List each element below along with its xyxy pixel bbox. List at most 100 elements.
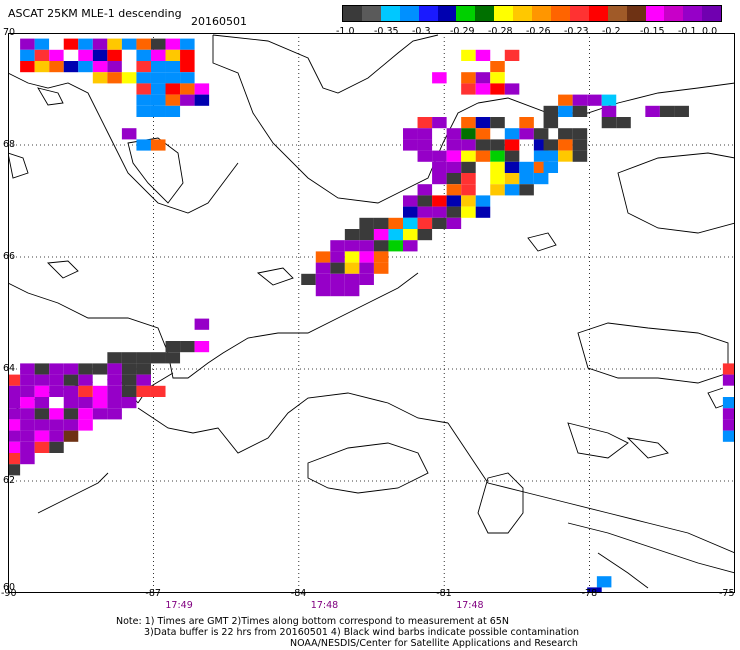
- data-cell: [490, 161, 505, 173]
- data-cell: [596, 576, 612, 588]
- data-cell: [20, 453, 35, 465]
- data-cell: [63, 419, 79, 431]
- data-cell: [194, 318, 210, 330]
- data-cell: [150, 352, 166, 364]
- data-cell: [558, 128, 573, 140]
- data-cell: [533, 161, 549, 173]
- data-cell: [446, 173, 462, 185]
- data-cell: [92, 49, 108, 61]
- data-cell: [533, 150, 549, 162]
- data-cell: [432, 150, 447, 162]
- data-cell: [150, 72, 166, 84]
- data-cell: [475, 117, 491, 129]
- data-cell: [34, 441, 50, 453]
- data-cell: [446, 83, 462, 95]
- data-cell: [446, 150, 462, 162]
- note-line-3: NOAA/NESDIS/Center for Satellite Applica…: [290, 638, 578, 649]
- data-cell: [461, 83, 476, 95]
- data-cell: [136, 94, 151, 106]
- data-cell: [20, 38, 35, 50]
- data-cell: [92, 363, 108, 375]
- data-cell: [490, 61, 505, 73]
- data-cell: [194, 83, 210, 95]
- data-cell: [136, 61, 151, 73]
- color-swatch: [532, 6, 551, 21]
- data-cell: [504, 83, 520, 95]
- data-cell: [165, 38, 181, 50]
- data-cell: [572, 139, 588, 151]
- color-scale-label: -0.15: [640, 26, 665, 37]
- note-line-2: 3)Data buffer is 22 hrs from 20160501 4)…: [144, 627, 580, 638]
- data-cell: [504, 173, 520, 185]
- data-cell: [63, 430, 79, 442]
- data-cell: [616, 117, 631, 129]
- data-cell: [49, 374, 64, 386]
- data-cell: [461, 150, 476, 162]
- data-cell: [121, 72, 137, 84]
- data-cell: [301, 273, 316, 285]
- data-cell: [34, 61, 50, 73]
- data-cell: [20, 363, 35, 375]
- color-swatch: [343, 6, 362, 21]
- color-scale-label: -0.2: [602, 26, 621, 37]
- data-cell: [674, 105, 689, 117]
- data-cell: [180, 72, 195, 84]
- data-cell: [34, 38, 50, 50]
- data-cell: [121, 49, 137, 61]
- color-swatch: [702, 6, 722, 21]
- data-cell: [344, 285, 360, 297]
- data-cell: [8, 397, 21, 409]
- data-cell: [519, 184, 534, 196]
- data-cell: [543, 105, 559, 117]
- data-cell: [330, 262, 345, 274]
- data-cell: [34, 49, 50, 61]
- color-swatch: [683, 6, 703, 21]
- data-cell: [136, 83, 151, 95]
- data-cell: [136, 105, 151, 117]
- color-scale-label: -0.26: [526, 26, 551, 37]
- data-cell: [150, 385, 166, 397]
- note-line-1: Note: 1) Times are GMT 2)Times along bot…: [116, 616, 509, 627]
- data-cell: [92, 61, 108, 73]
- data-cell: [417, 206, 433, 218]
- color-swatch: [569, 6, 589, 21]
- pass-time-label: 17:48: [456, 600, 484, 611]
- data-cell: [78, 408, 93, 420]
- data-cell: [388, 229, 404, 241]
- data-cell: [373, 262, 389, 274]
- data-cell: [344, 273, 360, 285]
- color-swatch: [588, 6, 608, 21]
- data-cell: [403, 217, 418, 229]
- latitude-label: 64: [3, 363, 16, 374]
- data-cell: [49, 61, 64, 73]
- color-scale-label: -0.29: [450, 26, 475, 37]
- data-cell: [136, 72, 151, 84]
- data-cell: [417, 184, 433, 196]
- data-cell: [461, 49, 476, 61]
- data-cell: [107, 385, 122, 397]
- data-cell: [8, 419, 21, 431]
- data-cell: [344, 251, 360, 263]
- data-cell: [78, 419, 93, 431]
- data-cell: [150, 49, 166, 61]
- data-cell: [63, 61, 79, 73]
- data-cell: [475, 128, 491, 140]
- data-cell: [519, 128, 534, 140]
- data-cell: [20, 397, 35, 409]
- data-cell: [344, 262, 360, 274]
- data-cell: [107, 49, 122, 61]
- data-cell: [533, 139, 549, 151]
- data-cell: [20, 419, 35, 431]
- data-cell: [475, 83, 491, 95]
- data-cell: [722, 363, 735, 375]
- color-swatch: [513, 6, 533, 21]
- color-scale-label: -0.3: [412, 26, 431, 37]
- data-cell: [136, 139, 151, 151]
- coastlines: [8, 34, 735, 589]
- data-cell: [121, 61, 137, 73]
- data-cell: [180, 94, 195, 106]
- data-cell: [107, 352, 122, 364]
- data-cell: [601, 105, 617, 117]
- data-cell: [78, 61, 93, 73]
- data-cell: [315, 262, 331, 274]
